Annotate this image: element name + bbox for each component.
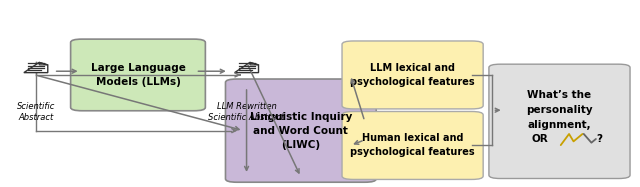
Polygon shape: [24, 62, 48, 73]
FancyBboxPatch shape: [70, 39, 205, 111]
FancyBboxPatch shape: [342, 111, 483, 180]
Text: Linguistic Inquiry
and Word Count
(LIWC): Linguistic Inquiry and Word Count (LIWC): [250, 112, 352, 150]
Polygon shape: [39, 62, 48, 65]
Text: Human lexical and
psychological features: Human lexical and psychological features: [350, 134, 475, 157]
Text: Scientific
Abstract: Scientific Abstract: [17, 102, 55, 122]
FancyBboxPatch shape: [342, 41, 483, 109]
Text: alignment,: alignment,: [527, 120, 591, 130]
Text: OR: OR: [532, 134, 548, 144]
Polygon shape: [250, 62, 259, 65]
Text: ?: ?: [596, 134, 602, 144]
FancyBboxPatch shape: [225, 79, 376, 182]
FancyBboxPatch shape: [489, 64, 630, 179]
Text: What’s the: What’s the: [527, 90, 591, 100]
Text: Large Language
Models (LLMs): Large Language Models (LLMs): [90, 63, 186, 87]
Text: LLM lexical and
psychological features: LLM lexical and psychological features: [350, 63, 475, 87]
Text: LLM Rewritten
Scientific Abstract: LLM Rewritten Scientific Abstract: [209, 102, 285, 122]
Polygon shape: [235, 62, 259, 73]
Text: personality: personality: [526, 105, 593, 115]
